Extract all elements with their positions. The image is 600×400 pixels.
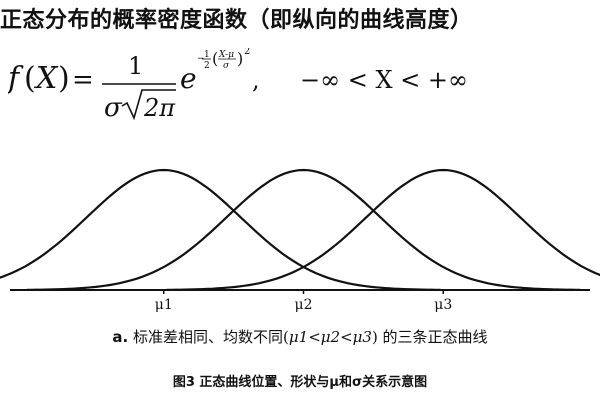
normal-curves-chart: μ1 μ2 μ3	[0, 168, 600, 313]
normal-curve-2	[26, 168, 581, 291]
mu-label-1: μ1	[155, 297, 173, 313]
formula-sigma: σ	[104, 93, 123, 123]
formula-comma: ,	[252, 66, 260, 94]
formula-sqrt-sign	[121, 89, 176, 121]
exponent-open-paren: (	[212, 49, 218, 68]
caption-mu3: μ3	[352, 328, 372, 346]
caption-lt2: <	[340, 328, 353, 346]
caption-lt1: <	[308, 328, 321, 346]
caption-text-before: 标准差相同、均数不同(	[133, 328, 289, 346]
mu-label-group: μ1 μ2 μ3	[155, 297, 453, 313]
exponent-inner-den: σ	[223, 61, 230, 71]
mu-label-3: μ3	[434, 297, 452, 313]
caption-text-after: ) 的三条正态曲线	[371, 328, 488, 346]
page-title: 正态分布的概率密度函数（即纵向的曲线高度）	[0, 8, 473, 33]
curve-group	[0, 168, 600, 291]
normal-curve-3	[166, 168, 600, 291]
formula-f: f	[8, 61, 24, 96]
formula-close-paren: )	[58, 61, 70, 96]
exponent-power: 2	[244, 48, 250, 57]
exponent-half-num: 1	[204, 50, 210, 60]
exponent-minus-sign: −	[197, 54, 205, 64]
mu-label-2: μ2	[294, 297, 312, 313]
exponent-half-den: 2	[204, 61, 210, 71]
figure-title: 图3 正态曲线位置、形状与μ和σ关系示意图	[172, 375, 428, 390]
density-formula: f ( X ) = 1 σ 2π e − 1 2 ( X-μ σ ) 2 , −…	[8, 48, 468, 123]
formula-x: X	[34, 61, 59, 96]
formula-range: −∞ < X < +∞	[300, 66, 468, 94]
exponent-inner-num: X-μ	[218, 50, 234, 60]
exponent-close-paren: )	[237, 49, 243, 68]
caption-prefix: a.	[112, 328, 129, 346]
formula-equals: =	[72, 65, 94, 95]
caption-mu2: μ2	[320, 328, 341, 346]
mu-tick-group	[162, 290, 445, 294]
formula-e: e	[180, 62, 197, 95]
figure-caption: a. 标准差相同、均数不同(μ1<μ2<μ3) 的三条正态曲线	[0, 326, 600, 347]
formula-open-paren: (	[24, 61, 36, 96]
caption-mu1: μ1	[288, 328, 309, 346]
formula-numerator: 1	[128, 52, 143, 80]
normal-curve-1	[0, 168, 441, 291]
formula-two-pi: 2π	[143, 94, 176, 122]
